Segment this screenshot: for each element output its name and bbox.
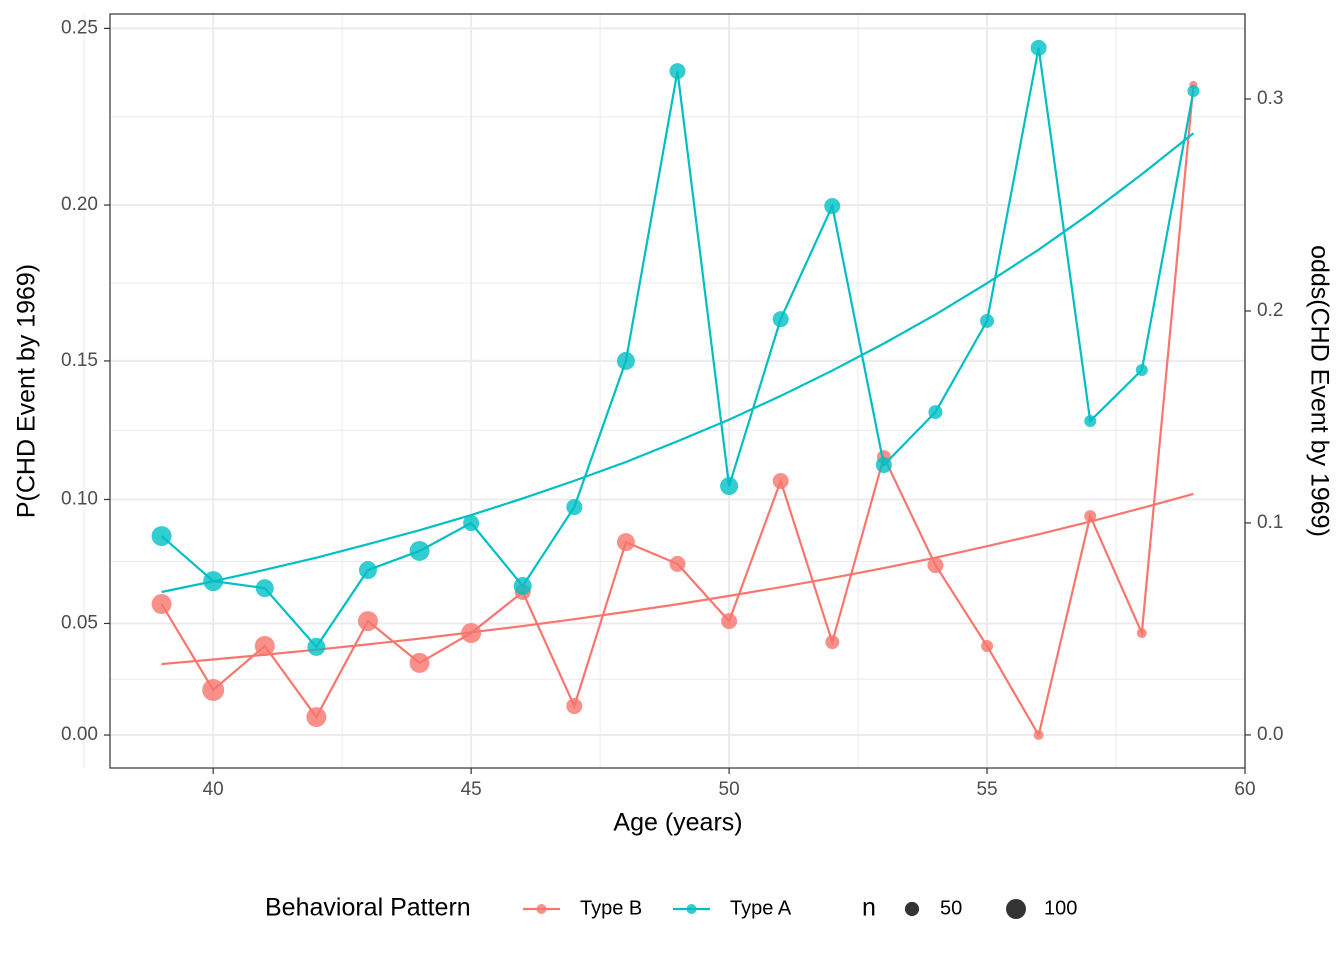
fit-line — [161, 492, 1194, 666]
data-point — [151, 594, 172, 615]
data-point — [1135, 363, 1148, 376]
series-line — [160, 84, 1195, 738]
y2-tick-label: 0.2 — [1257, 300, 1283, 321]
data-point — [566, 499, 583, 516]
data-point — [616, 533, 635, 552]
data-point — [928, 405, 943, 420]
y-tick-label: 0.10 — [61, 488, 98, 509]
x-tick-label: 55 — [976, 779, 997, 800]
data-point — [1136, 628, 1147, 639]
data-point — [669, 63, 686, 80]
data-point — [720, 477, 739, 496]
data-point — [616, 351, 635, 370]
data-point — [1030, 39, 1047, 56]
legend-label: Type A — [730, 897, 792, 919]
data-point — [463, 515, 480, 532]
data-point — [721, 613, 738, 630]
data-point — [306, 707, 327, 728]
data-point — [151, 526, 172, 547]
size-legend-key — [904, 901, 920, 917]
data-point — [980, 313, 995, 328]
x-tick-label: 50 — [719, 779, 740, 800]
data-point — [875, 456, 892, 473]
y2-axis-title: odds(CHD Event by 1969) — [1305, 245, 1333, 537]
data-point — [772, 311, 789, 328]
data-point — [461, 623, 482, 644]
legend-key-point — [536, 904, 547, 914]
legend-key-point — [686, 904, 697, 914]
y-axis-title: P(CHD Event by 1969) — [13, 264, 41, 518]
fit-line — [161, 132, 1195, 594]
data-point — [254, 636, 275, 657]
data-point — [825, 635, 840, 650]
legend-title: Behavioral Pattern — [265, 894, 471, 922]
data-point — [566, 698, 583, 715]
legend-label: Type B — [580, 897, 642, 919]
x-tick-label: 40 — [203, 779, 224, 800]
y-tick-label: 0.15 — [61, 350, 98, 371]
x-tick-label: 60 — [1234, 779, 1255, 800]
data-point — [669, 555, 686, 572]
data-point — [409, 540, 430, 561]
size-legend-label: 100 — [1044, 897, 1077, 919]
data-point — [1187, 85, 1200, 98]
data-point — [307, 637, 326, 656]
y-tick-label: 0.25 — [61, 17, 98, 38]
data-point — [1084, 415, 1097, 428]
panel-border — [109, 13, 1246, 769]
size-legend-title: n — [862, 894, 876, 922]
data-point — [1084, 510, 1097, 523]
data-point — [772, 473, 789, 490]
size-legend-label: 50 — [940, 897, 962, 919]
data-point — [927, 557, 944, 574]
data-point — [981, 640, 994, 653]
data-point — [358, 561, 377, 580]
data-point — [824, 198, 841, 215]
y-tick-label: 0.05 — [61, 612, 98, 633]
x-tick-label: 45 — [461, 779, 482, 800]
data-point — [513, 576, 532, 595]
y2-tick-label: 0.3 — [1257, 88, 1283, 109]
data-point — [203, 571, 224, 592]
data-point — [1033, 730, 1044, 741]
y2-tick-label: 0.1 — [1257, 512, 1283, 533]
y-tick-label: 0.00 — [61, 724, 98, 745]
size-legend-key — [1006, 899, 1026, 919]
y-tick-label: 0.20 — [61, 194, 98, 215]
x-axis-title: Age (years) — [613, 809, 742, 837]
data-point — [357, 611, 378, 632]
y2-tick-label: 0.0 — [1257, 724, 1283, 745]
data-point — [409, 652, 430, 673]
data-point — [202, 679, 225, 701]
data-point — [255, 579, 274, 598]
